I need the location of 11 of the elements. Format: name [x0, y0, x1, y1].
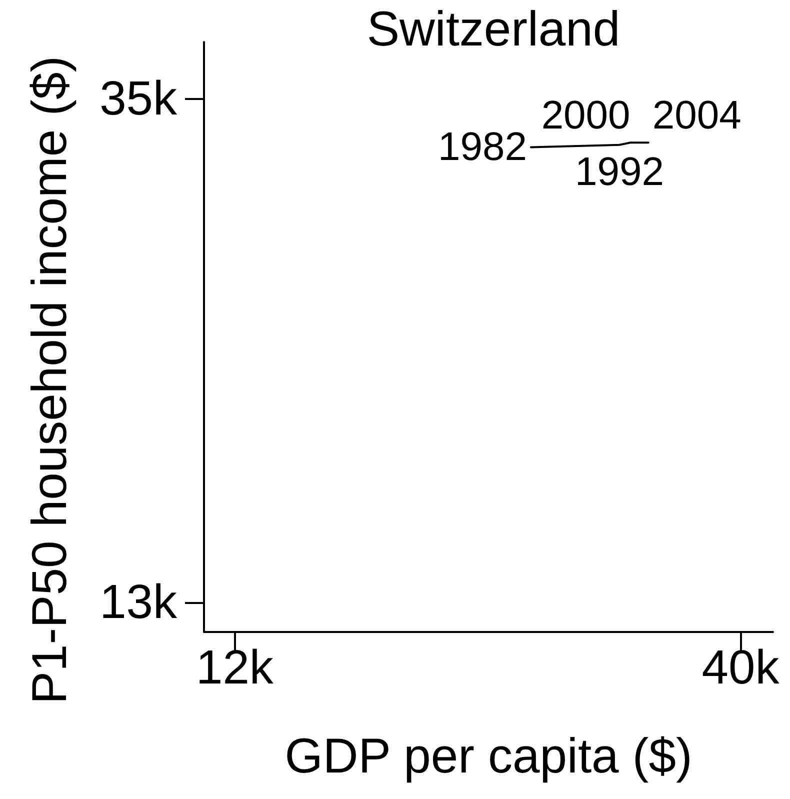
y-tick-label: 35k	[100, 72, 178, 126]
y-tick-label: 13k	[100, 576, 178, 629]
y-axis-title: P1-P50 household income ($)	[23, 56, 77, 704]
x-tick-label: 12k	[196, 642, 274, 694]
annotation: 2004	[652, 94, 742, 138]
annotation: 2000	[541, 94, 630, 138]
chart-title: Switzerland	[366, 2, 620, 56]
annotation: 1982	[438, 125, 527, 170]
x-tick-label: 40k	[702, 642, 780, 694]
annotation: 1992	[574, 150, 664, 194]
x-axis-title: GDP per capita ($)	[284, 730, 692, 784]
